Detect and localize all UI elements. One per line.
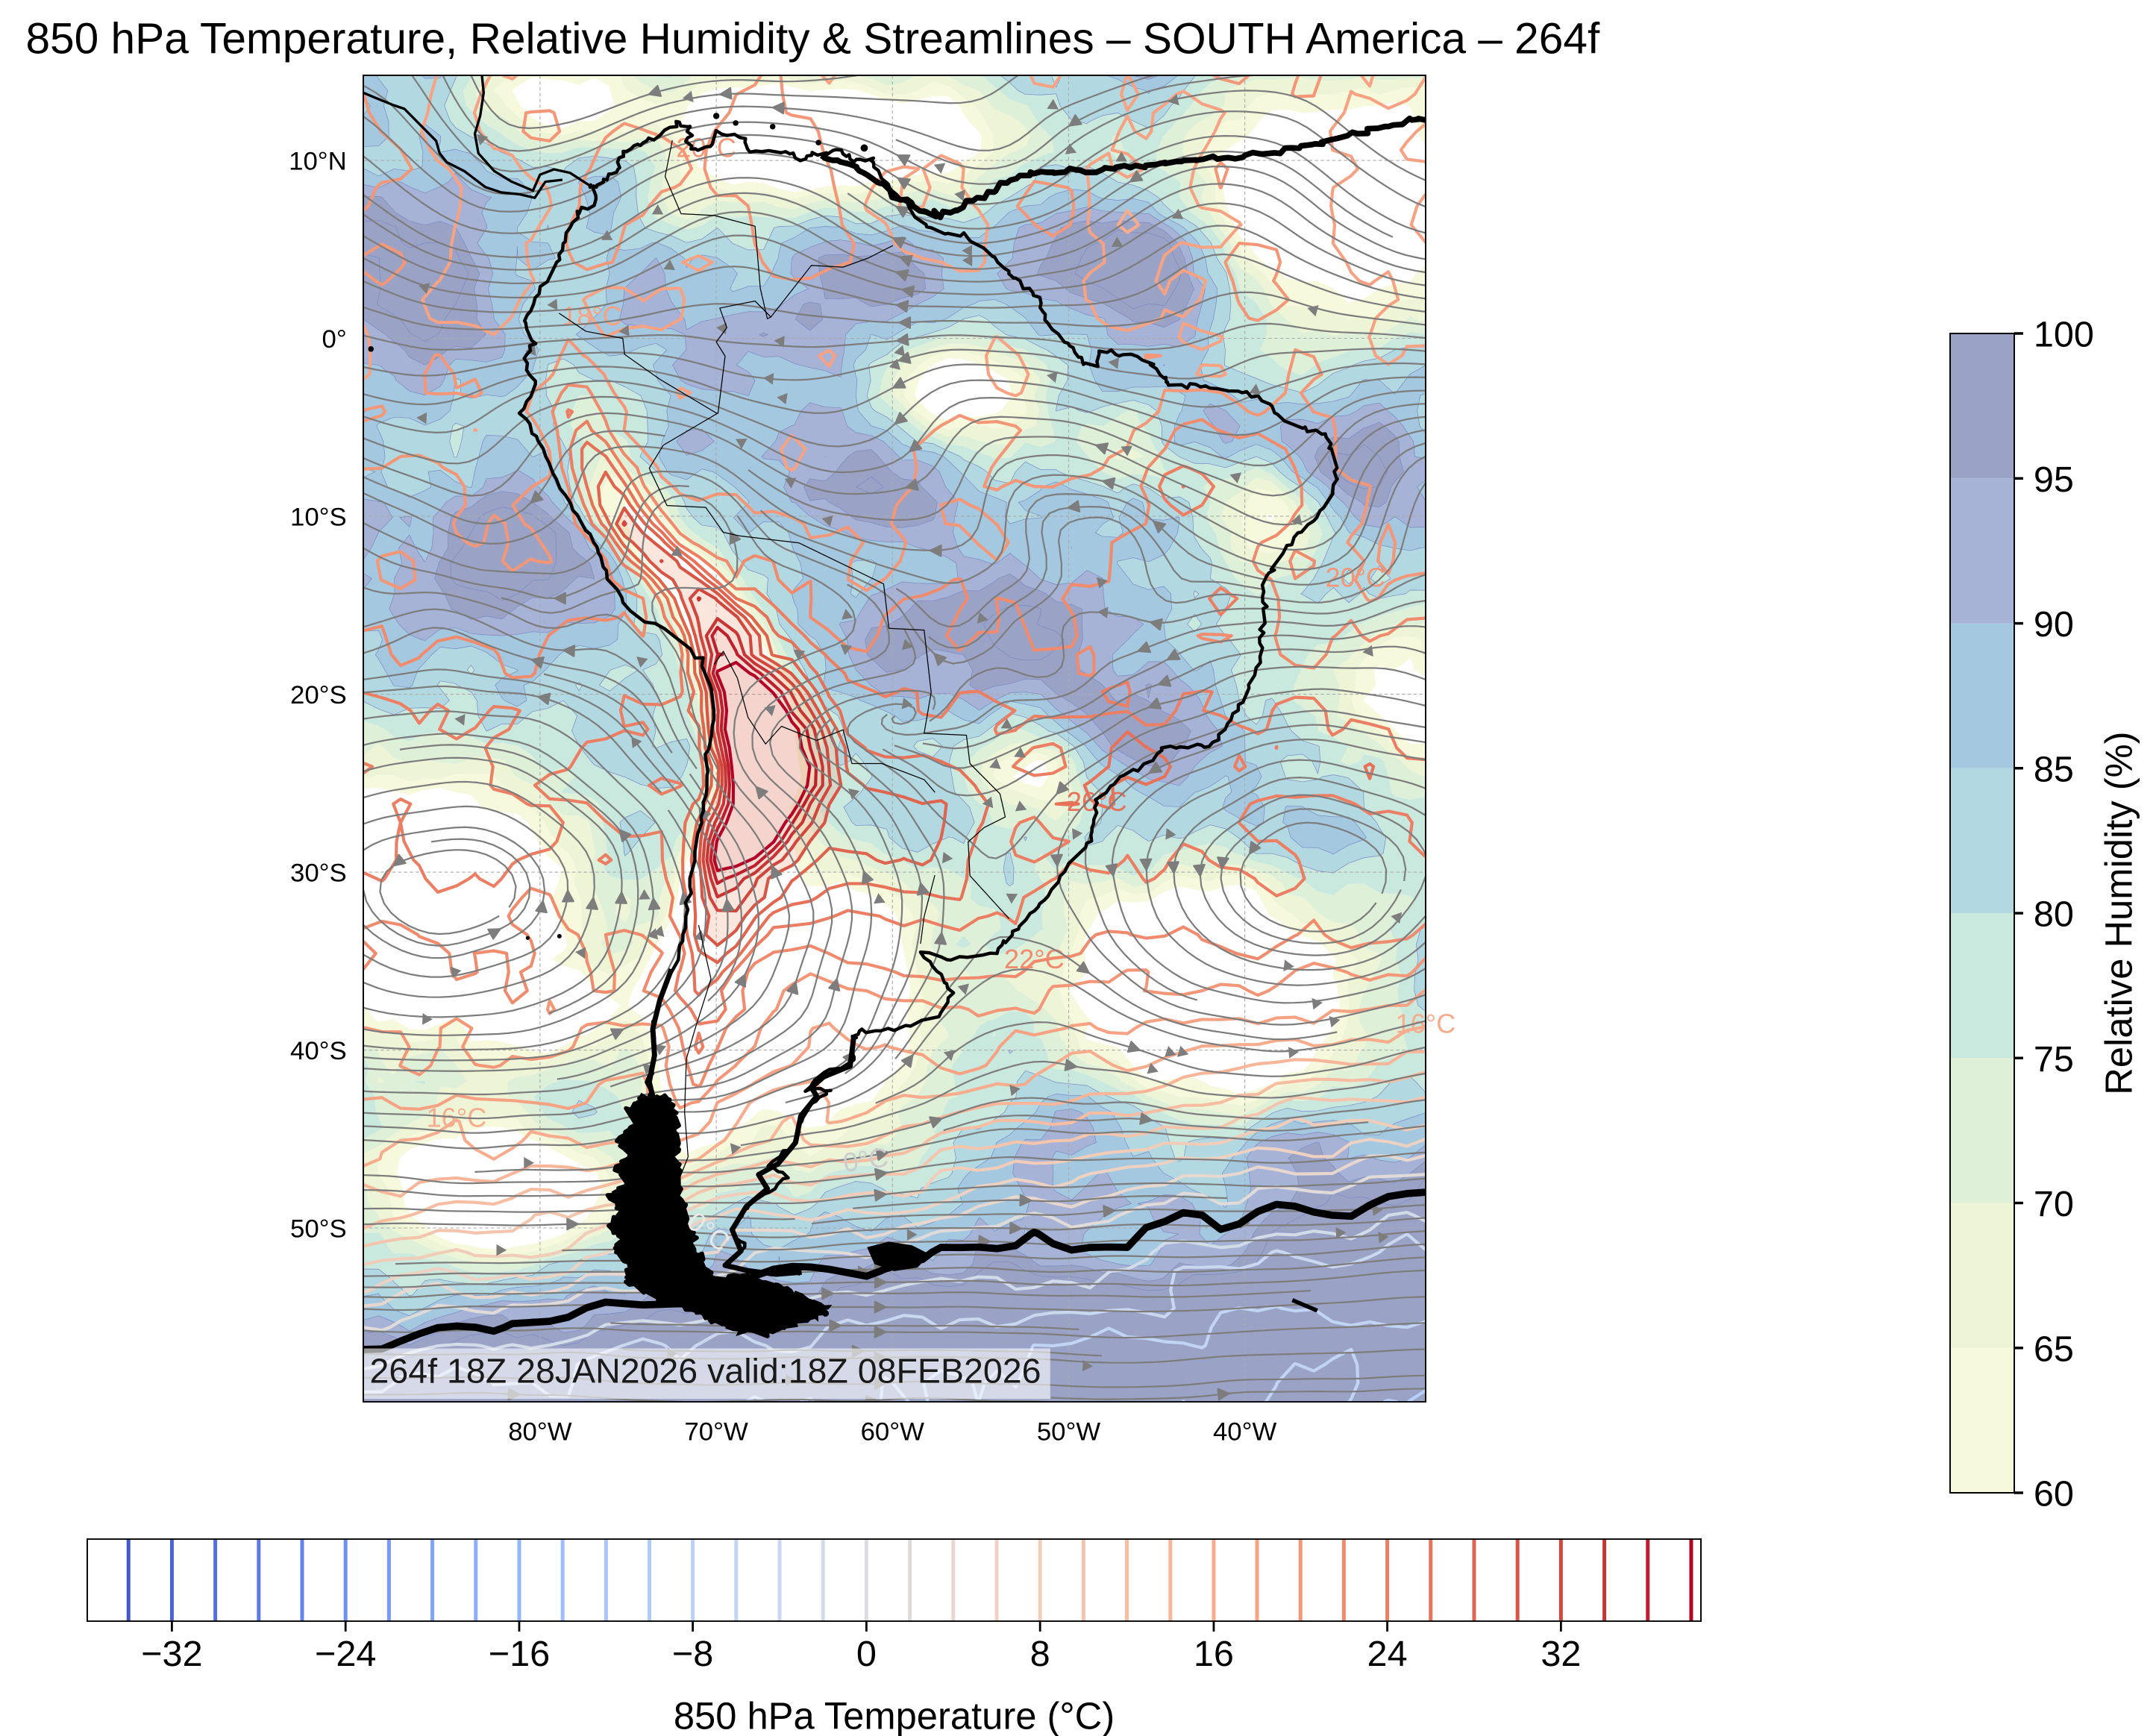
svg-text:80: 80 <box>2034 894 2074 935</box>
svg-text:−16: −16 <box>489 1634 550 1674</box>
svg-text:0: 0 <box>856 1634 877 1674</box>
svg-text:850 hPa Temperature, Relative: 850 hPa Temperature, Relative Humidity &… <box>25 15 1600 63</box>
svg-text:0°C: 0°C <box>841 1141 890 1178</box>
svg-text:85: 85 <box>2034 749 2074 789</box>
svg-text:32: 32 <box>1541 1634 1581 1674</box>
svg-text:Relative Humidity (%): Relative Humidity (%) <box>2097 731 2140 1094</box>
svg-text:10°S: 10°S <box>290 504 347 532</box>
svg-text:20°C: 20°C <box>1325 563 1385 593</box>
svg-text:65: 65 <box>2034 1329 2074 1369</box>
svg-text:50°W: 50°W <box>1037 1418 1101 1447</box>
svg-text:−8: −8 <box>672 1634 713 1674</box>
svg-text:90: 90 <box>2034 604 2074 645</box>
svg-text:100: 100 <box>2034 315 2094 355</box>
svg-text:10°N: 10°N <box>289 148 347 176</box>
svg-text:16: 16 <box>1194 1634 1234 1674</box>
svg-text:−24: −24 <box>315 1634 376 1674</box>
svg-text:8: 8 <box>1030 1634 1050 1674</box>
svg-text:850 hPa Temperature (°C): 850 hPa Temperature (°C) <box>674 1695 1115 1736</box>
svg-text:60°W: 60°W <box>861 1418 925 1447</box>
svg-text:40°W: 40°W <box>1213 1418 1277 1447</box>
svg-text:20°S: 20°S <box>290 681 347 709</box>
svg-text:60: 60 <box>2034 1474 2074 1514</box>
svg-text:30°S: 30°S <box>290 859 347 888</box>
svg-text:75: 75 <box>2034 1039 2074 1079</box>
svg-text:24: 24 <box>1367 1634 1408 1674</box>
svg-text:18°C: 18°C <box>562 301 622 331</box>
svg-text:70: 70 <box>2034 1184 2074 1224</box>
svg-text:70°W: 70°W <box>684 1418 748 1447</box>
svg-text:95: 95 <box>2034 460 2074 500</box>
svg-text:264f 18Z 28JAN2026 valid:18Z 0: 264f 18Z 28JAN2026 valid:18Z 08FEB2026 <box>370 1351 1041 1390</box>
svg-text:50°S: 50°S <box>290 1215 347 1244</box>
svg-text:80°W: 80°W <box>508 1418 572 1447</box>
svg-text:−32: −32 <box>141 1634 202 1674</box>
svg-text:0°: 0° <box>322 325 347 354</box>
svg-text:40°S: 40°S <box>290 1037 347 1065</box>
